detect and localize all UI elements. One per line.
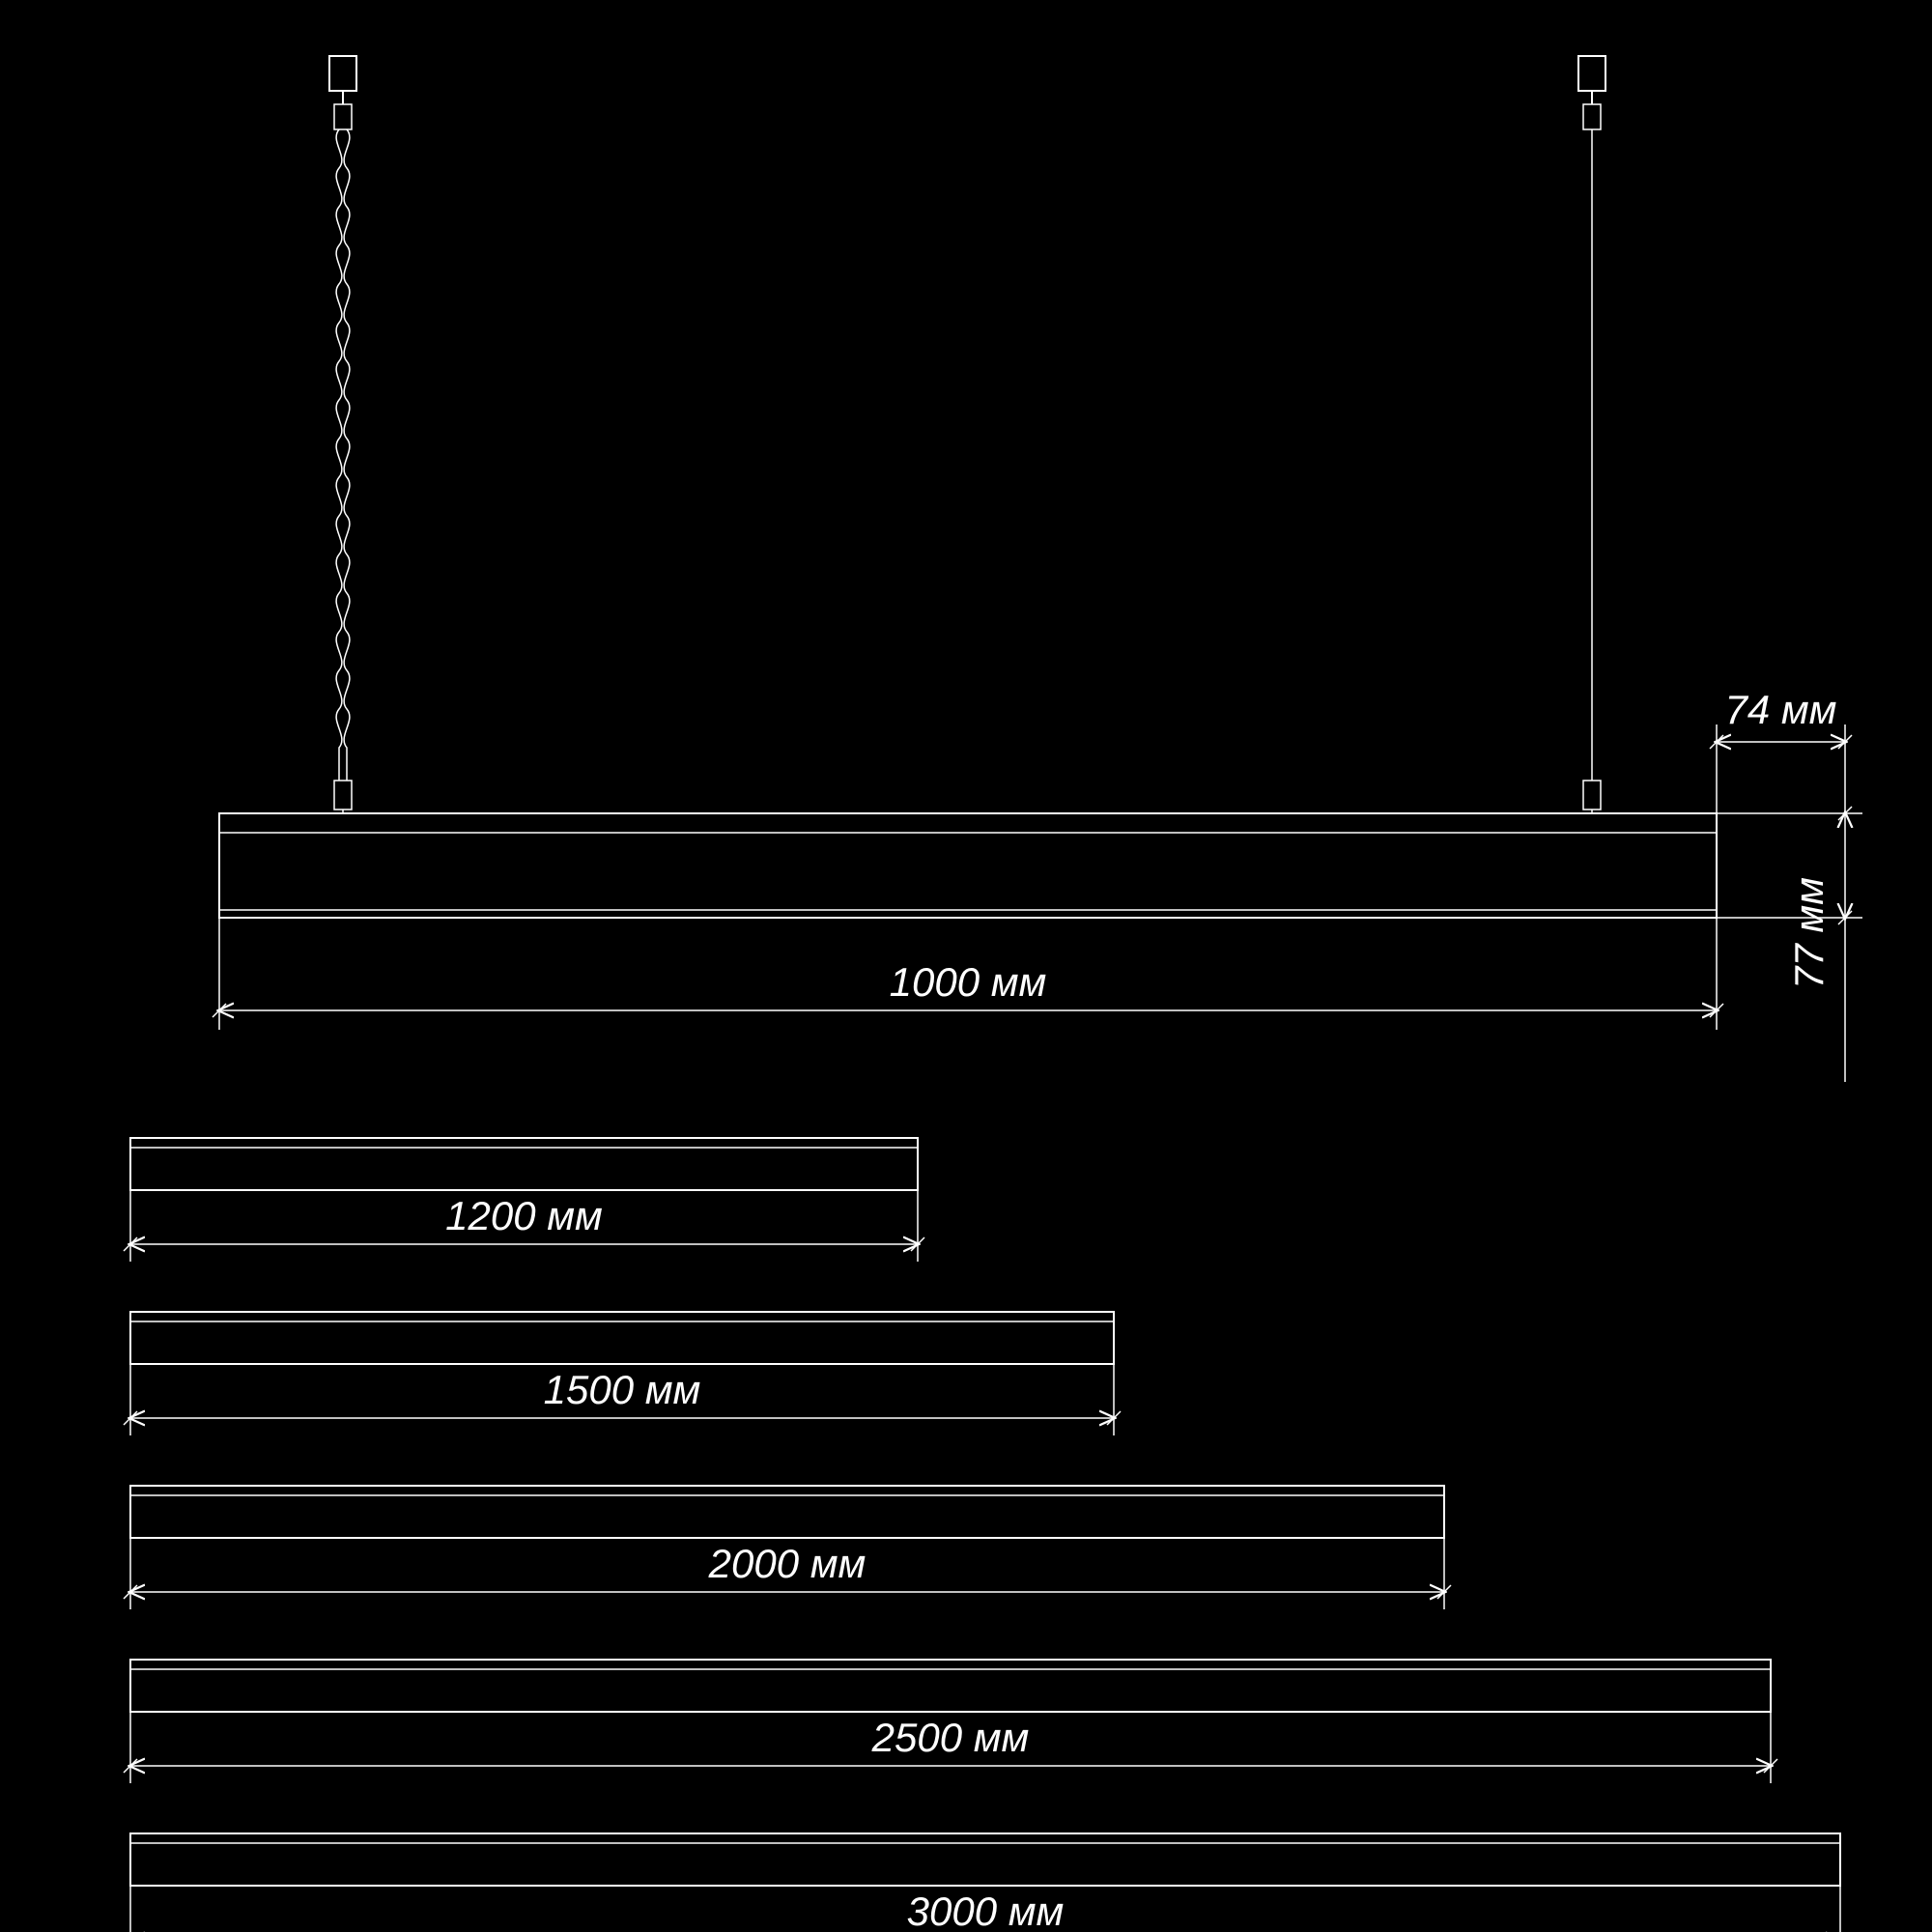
- length-bar-label: 2000 мм: [708, 1541, 867, 1586]
- dim-depth-74-label: 74 мм: [1725, 687, 1837, 732]
- mount-1: [1578, 56, 1605, 813]
- length-bar-2500: 2500 мм: [130, 1660, 1771, 1783]
- length-bar-1200: 1200 мм: [130, 1138, 918, 1262]
- length-bar-label: 1500 мм: [544, 1367, 701, 1412]
- dim-height-77: 77 мм: [1717, 813, 1862, 1082]
- dim-depth-74: 74 мм: [1717, 687, 1845, 813]
- length-bar-1500: 1500 мм: [130, 1312, 1114, 1435]
- length-bar-3000: 3000 мм: [130, 1833, 1840, 1932]
- dim-height-77-label: 77 мм: [1786, 877, 1832, 989]
- pendant-fixture: [219, 56, 1717, 918]
- length-bar-label: 3000 мм: [907, 1889, 1065, 1932]
- length-bar-label: 2500 мм: [871, 1715, 1030, 1760]
- length-bar-2000: 2000 мм: [130, 1486, 1444, 1609]
- dim-width-1000: 1000 мм: [219, 918, 1717, 1030]
- mount-0: [329, 56, 356, 813]
- length-bar-label: 1200 мм: [445, 1193, 603, 1238]
- dim-width-1000-label: 1000 мм: [890, 959, 1047, 1005]
